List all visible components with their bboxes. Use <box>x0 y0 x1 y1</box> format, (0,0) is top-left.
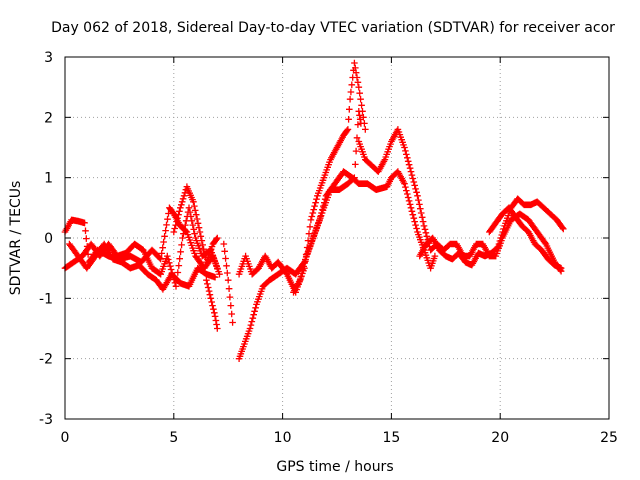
sdtvar-series-E <box>203 276 221 332</box>
x-tick-label: 20 <box>491 430 509 446</box>
y-tick-label: 2 <box>44 110 53 126</box>
tick-layer: 0 5 10 15 20 25 -3 -2 -1 0 1 2 3 <box>39 50 618 446</box>
sdtvar-series-I <box>290 168 439 296</box>
x-tick-label: 15 <box>382 430 400 446</box>
chart-title: Day 062 of 2018, Sidereal Day-to-day VTE… <box>51 20 615 36</box>
x-axis-label: GPS time / hours <box>276 459 393 475</box>
y-tick-label: -1 <box>39 291 53 307</box>
y-axis-label: SDTVAR / TECUs <box>8 181 24 296</box>
sdtvar-series-C <box>66 240 219 293</box>
sdtvar-series-D <box>170 183 221 266</box>
sdtvar-series-K <box>416 195 567 269</box>
series-layer <box>61 59 567 362</box>
x-tick-label: 0 <box>61 430 70 446</box>
y-tick-label: -3 <box>39 412 53 428</box>
sdtvar-series-L <box>486 204 565 272</box>
plot-frame <box>64 56 610 420</box>
y-tick-label: 1 <box>44 171 53 187</box>
y-tick-label: 0 <box>44 231 53 247</box>
x-tick-label: 10 <box>274 430 292 446</box>
y-tick-label: 3 <box>44 50 53 66</box>
y-tick-label: -2 <box>39 352 53 368</box>
sdtvar-series-F <box>220 240 236 326</box>
x-tick-label: 5 <box>169 430 178 446</box>
x-tick-label: 25 <box>600 430 618 446</box>
